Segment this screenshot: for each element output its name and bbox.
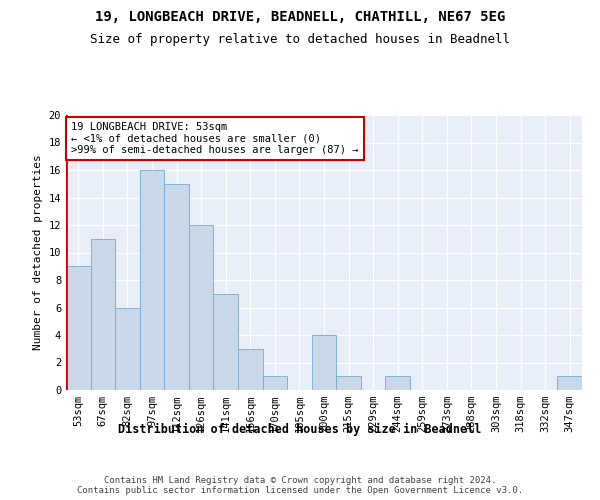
Bar (238, 349, 263, 390)
Bar (164, 184, 189, 390)
Text: 19 LONGBEACH DRIVE: 53sqm
← <1% of detached houses are smaller (0)
>99% of semi-: 19 LONGBEACH DRIVE: 53sqm ← <1% of detac… (71, 122, 359, 155)
Y-axis label: Number of detached properties: Number of detached properties (33, 154, 43, 350)
Bar (91, 239, 115, 390)
Bar (263, 376, 287, 390)
Text: Contains HM Land Registry data © Crown copyright and database right 2024.
Contai: Contains HM Land Registry data © Crown c… (77, 476, 523, 495)
Bar (140, 170, 164, 390)
Bar (312, 335, 336, 390)
Bar (385, 376, 410, 390)
Bar (336, 376, 361, 390)
Bar (214, 294, 238, 390)
Bar (115, 308, 140, 390)
Bar (189, 225, 214, 390)
Bar (557, 376, 582, 390)
Text: 19, LONGBEACH DRIVE, BEADNELL, CHATHILL, NE67 5EG: 19, LONGBEACH DRIVE, BEADNELL, CHATHILL,… (95, 10, 505, 24)
Text: Size of property relative to detached houses in Beadnell: Size of property relative to detached ho… (90, 32, 510, 46)
Bar (66, 266, 91, 390)
Text: Distribution of detached houses by size in Beadnell: Distribution of detached houses by size … (118, 422, 482, 436)
